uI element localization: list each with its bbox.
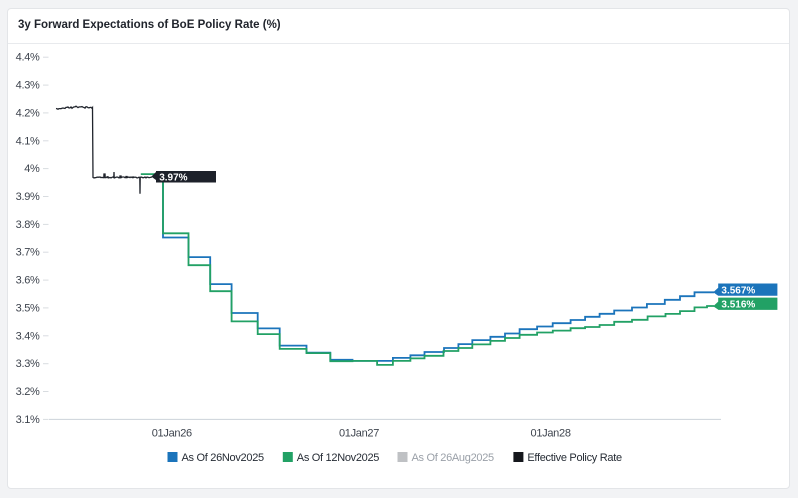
svg-text:3.8%: 3.8% (16, 219, 40, 231)
svg-text:3.4%: 3.4% (16, 330, 40, 342)
svg-text:3.567%: 3.567% (721, 286, 755, 297)
svg-text:01Jan28: 01Jan28 (531, 428, 571, 440)
svg-text:4.2%: 4.2% (16, 107, 40, 119)
svg-text:3.3%: 3.3% (16, 358, 40, 370)
svg-text:4%: 4% (24, 163, 40, 175)
svg-text:3.6%: 3.6% (16, 275, 40, 287)
svg-text:3.7%: 3.7% (16, 247, 40, 259)
svg-text:As Of 12Nov2025: As Of 12Nov2025 (297, 452, 380, 464)
svg-text:4.4%: 4.4% (16, 52, 40, 64)
svg-text:3.9%: 3.9% (16, 191, 40, 203)
svg-text:01Jan26: 01Jan26 (152, 428, 192, 440)
svg-text:3.516%: 3.516% (721, 300, 755, 311)
svg-text:Effective Policy Rate: Effective Policy Rate (527, 452, 622, 464)
svg-text:4.1%: 4.1% (16, 135, 40, 147)
svg-text:4.3%: 4.3% (16, 80, 40, 92)
svg-text:01Jan27: 01Jan27 (339, 428, 379, 440)
svg-text:3.97%: 3.97% (159, 172, 187, 183)
svg-text:3.2%: 3.2% (16, 386, 40, 398)
svg-text:As Of 26Aug2025: As Of 26Aug2025 (412, 452, 495, 464)
svg-text:3.1%: 3.1% (16, 414, 40, 426)
svg-text:3.5%: 3.5% (16, 302, 40, 314)
svg-text:As Of 26Nov2025: As Of 26Nov2025 (182, 452, 265, 464)
